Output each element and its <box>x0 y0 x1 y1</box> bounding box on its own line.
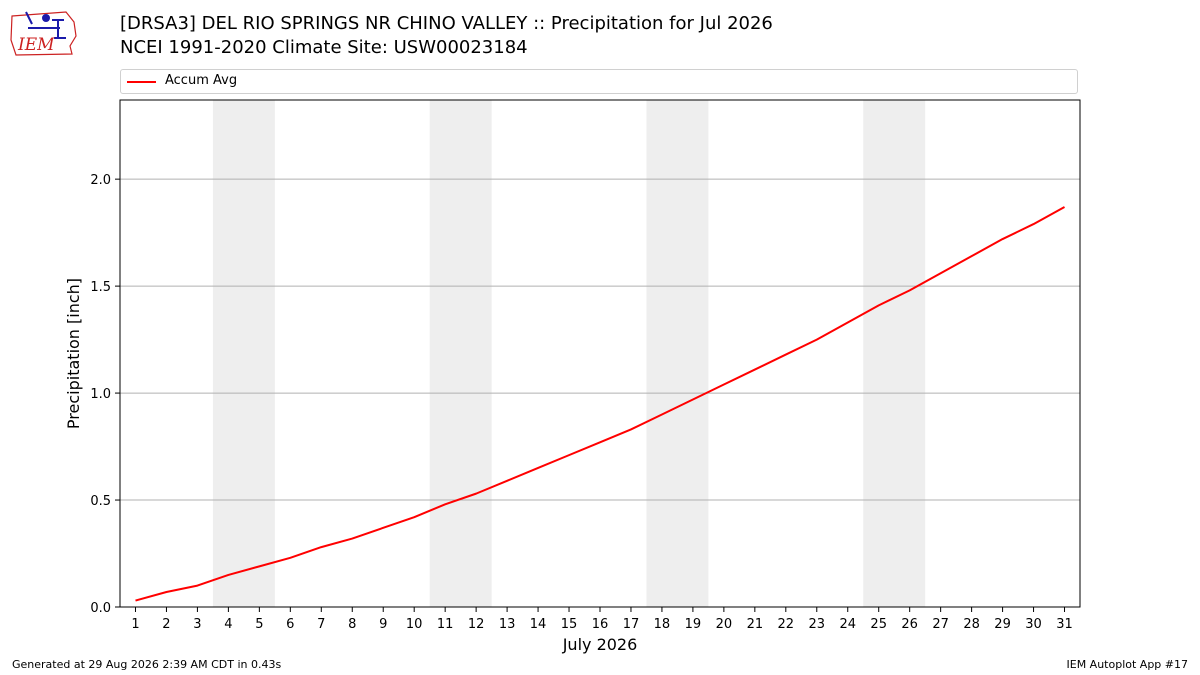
y-tick-label: 1.0 <box>90 387 111 402</box>
generated-timestamp: Generated at 29 Aug 2026 2:39 AM CDT in … <box>12 658 282 671</box>
x-tick-label: 24 <box>839 617 856 632</box>
x-tick-label: 21 <box>747 617 764 632</box>
x-tick-label: 1 <box>131 617 139 632</box>
x-axis-label: July 2026 <box>562 635 638 654</box>
x-tick-label: 8 <box>348 617 356 632</box>
x-tick-label: 7 <box>317 617 325 632</box>
x-tick-label: 2 <box>162 617 170 632</box>
x-tick-label: 20 <box>716 617 733 632</box>
x-tick-label: 16 <box>592 617 609 632</box>
x-tick-label: 4 <box>224 617 232 632</box>
logo-text: IEM <box>17 35 55 55</box>
legend: Accum Avg <box>120 69 1078 94</box>
weekend-band <box>863 100 926 607</box>
chart-subtitle: NCEI 1991-2020 Climate Site: USW00023184 <box>120 37 528 58</box>
x-tick-label: 19 <box>685 617 702 632</box>
legend-label-accum-avg: Accum Avg <box>165 73 238 88</box>
x-tick-label: 11 <box>437 617 454 632</box>
x-tick-label: 18 <box>654 617 671 632</box>
x-tick-label: 22 <box>778 617 795 632</box>
x-tick-label: 12 <box>468 617 485 632</box>
x-tick-label: 29 <box>994 617 1011 632</box>
x-tick-label: 17 <box>623 617 640 632</box>
x-tick-label: 30 <box>1025 617 1042 632</box>
x-tick-label: 6 <box>286 617 294 632</box>
x-tick-label: 5 <box>255 617 263 632</box>
y-tick-label: 0.0 <box>90 601 111 616</box>
x-tick-label: 28 <box>963 617 980 632</box>
weekend-band <box>212 100 275 607</box>
x-tick-label: 27 <box>932 617 949 632</box>
legend-swatch-accum-avg <box>127 81 156 83</box>
x-tick-label: 10 <box>406 617 423 632</box>
weekend-band <box>429 100 492 607</box>
y-axis-label: Precipitation [inch] <box>64 278 83 429</box>
weather-station-icon <box>25 11 66 39</box>
x-tick-label: 14 <box>530 617 547 632</box>
x-tick-label: 25 <box>870 617 887 632</box>
app-credit: IEM Autoplot App #17 <box>1066 658 1189 671</box>
x-tick-label: 26 <box>901 617 918 632</box>
x-tick-label: 3 <box>193 617 201 632</box>
series-line-accum-avg <box>135 206 1065 602</box>
y-tick-label: 2.0 <box>90 173 111 188</box>
y-tick-label: 1.5 <box>90 280 111 295</box>
iem-logo: IEM <box>10 11 77 56</box>
x-tick-label: 9 <box>379 617 387 632</box>
x-tick-label: 23 <box>809 617 826 632</box>
y-tick-label: 0.5 <box>90 494 111 509</box>
x-tick-label: 15 <box>561 617 578 632</box>
iowa-outline-icon <box>10 11 77 56</box>
x-tick-label: 13 <box>499 617 516 632</box>
weekend-band <box>646 100 709 607</box>
x-tick-label: 31 <box>1056 617 1073 632</box>
chart-title: [DRSA3] DEL RIO SPRINGS NR CHINO VALLEY … <box>120 13 773 34</box>
